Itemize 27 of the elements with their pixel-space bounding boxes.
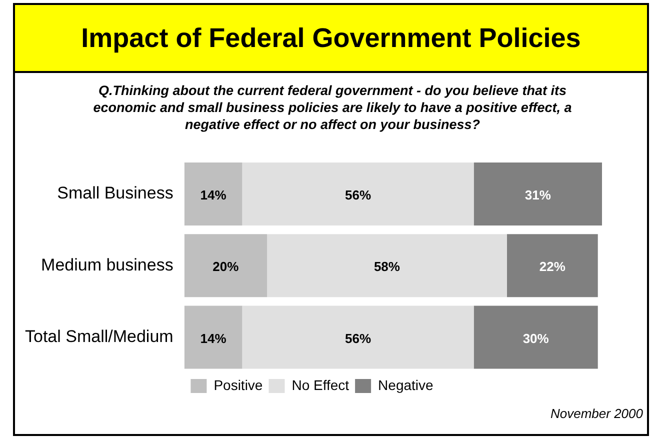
y-tick-label: Small Business — [57, 184, 174, 203]
data-label: 14% — [200, 330, 227, 346]
bar — [184, 234, 268, 298]
legend-label: No Effect — [292, 376, 350, 393]
chart-subtitle: Q.Thinking about the current federal government - do you believe that its economic and small business policies are likely to have a positive effect, a negative effect or no affect on your business? — [92, 82, 573, 133]
legend-label: Positive — [214, 376, 263, 393]
bar — [506, 234, 598, 298]
legend-label: Negative — [378, 376, 434, 393]
data-label: 56% — [344, 188, 372, 203]
data-label: 20% — [212, 259, 240, 274]
y-tick-label: Medium business — [41, 255, 174, 274]
bar — [242, 306, 474, 369]
data-label: 14% — [200, 188, 227, 203]
bar — [184, 306, 242, 369]
data-label: 56% — [344, 330, 372, 346]
bar — [242, 162, 474, 226]
data-label: 58% — [374, 259, 400, 274]
bar — [474, 306, 598, 369]
y-tick-label: Total Small/Medium — [25, 326, 174, 346]
data-label: 31% — [524, 188, 552, 203]
bar — [184, 162, 242, 226]
bar — [267, 234, 507, 298]
data-label: 30% — [522, 330, 550, 346]
text: November 2000 — [550, 406, 643, 421]
chart-title: Impact of Federal Government Policies — [13, 3, 649, 73]
data-label: 22% — [539, 259, 566, 274]
bar — [474, 162, 602, 226]
